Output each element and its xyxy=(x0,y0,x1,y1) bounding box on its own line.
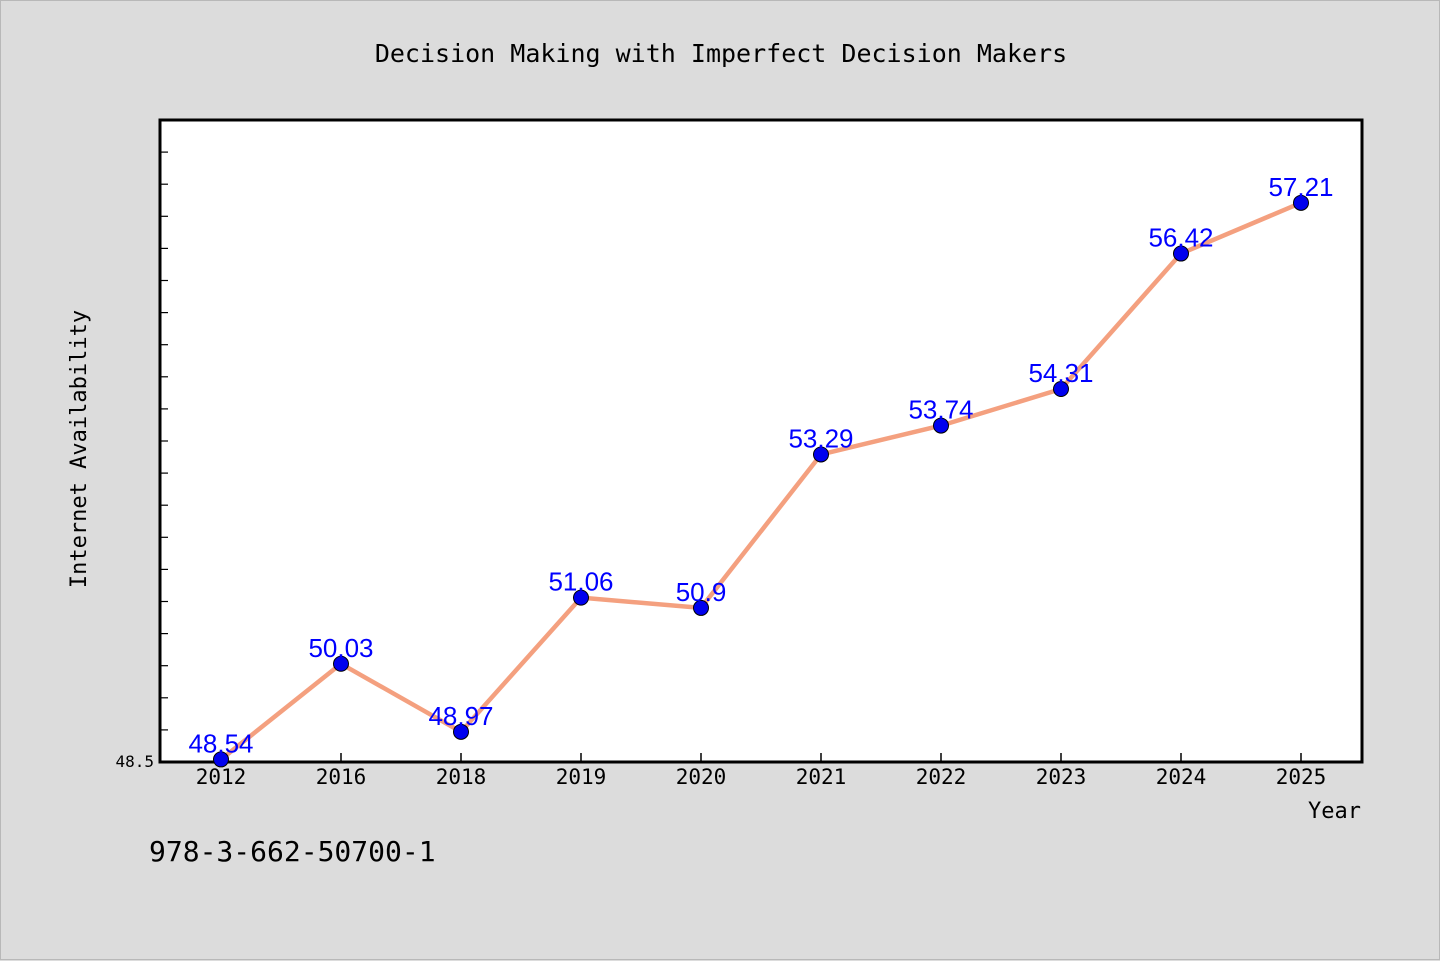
x-tick-label: 2023 xyxy=(1036,765,1087,789)
data-point xyxy=(213,751,229,768)
data-label: 50.03 xyxy=(308,633,373,663)
data-point xyxy=(933,417,949,434)
plot-area xyxy=(158,118,1364,764)
data-point xyxy=(1293,194,1309,211)
data-point xyxy=(813,446,829,463)
data-point xyxy=(453,723,469,740)
data-point xyxy=(1053,380,1069,397)
data-label: 48.54 xyxy=(188,728,253,758)
x-axis: 2012 2016 2018 2019 2020 2021 2022 2023 2024 2025 xyxy=(196,753,1327,789)
x-tick-label: 2016 xyxy=(316,765,367,789)
data-label: 57.21 xyxy=(1268,172,1333,202)
data-point xyxy=(693,599,709,616)
data-point xyxy=(333,655,349,672)
data-label: 56.42 xyxy=(1148,223,1213,253)
data-label: 54.31 xyxy=(1028,358,1093,388)
data-label: 48.97 xyxy=(428,701,493,731)
series-markers xyxy=(213,194,1309,768)
data-point xyxy=(1173,245,1189,262)
data-labels: 48.54 50.03 48.97 51.06 50.9 53.29 53.74 54.31 5… xyxy=(188,172,1333,759)
x-tick-label: 2012 xyxy=(196,765,247,789)
series-polyline xyxy=(218,200,1304,762)
x-tick-label: 2024 xyxy=(1156,765,1207,789)
isbn-text: 978-3-662-50700-1 xyxy=(149,835,436,868)
data-point xyxy=(573,589,589,606)
x-tick-label: 2018 xyxy=(436,765,487,789)
data-label: 53.74 xyxy=(908,395,973,425)
data-label: 53.29 xyxy=(788,423,853,453)
data-label: 51.06 xyxy=(548,567,613,597)
series-line xyxy=(218,200,1304,762)
y-axis-ticks xyxy=(160,119,168,763)
chart-title: Decision Making with Imperfect Decision … xyxy=(375,39,1067,68)
x-tick-label: 2025 xyxy=(1276,765,1327,789)
y-tick-label: 48.5 xyxy=(115,752,154,771)
x-tick-label: 2021 xyxy=(796,765,847,789)
y-axis-label: Internet Availability xyxy=(67,310,92,588)
data-label: 50.9 xyxy=(676,577,727,607)
x-tick-label: 2022 xyxy=(916,765,967,789)
x-tick-label: 2020 xyxy=(676,765,727,789)
x-tick-label: 2019 xyxy=(556,765,607,789)
x-axis-label: Year xyxy=(1308,799,1361,824)
